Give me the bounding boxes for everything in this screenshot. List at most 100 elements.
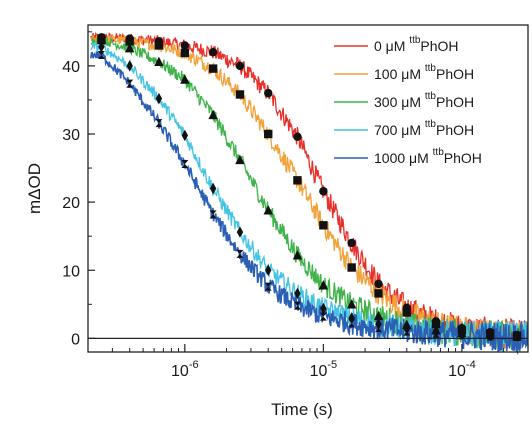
data-point-3-1 xyxy=(96,34,107,45)
data-point-4-8 xyxy=(294,287,301,300)
data-point-2-9 xyxy=(319,221,328,230)
legend-compound: PhOH xyxy=(436,66,474,82)
legend-superscript: ttb xyxy=(425,63,437,74)
x-tick-label-1: 10-6 xyxy=(171,359,199,380)
legend-compound: PhOH xyxy=(436,122,474,138)
data-point-3-9 xyxy=(318,280,329,290)
data-point-2-8 xyxy=(293,176,302,185)
plot-frame xyxy=(87,24,529,353)
y-tick-label-5: 40 xyxy=(62,59,80,76)
x-tick-label-2: 10-5 xyxy=(310,359,338,380)
data-point-5-5 xyxy=(209,210,217,219)
data-point-4-1 xyxy=(98,41,105,53)
data-point-3-3 xyxy=(154,56,164,66)
legend-superscript: ttb xyxy=(409,35,421,46)
data-point-5-6 xyxy=(236,249,244,258)
data-point-5-13 xyxy=(432,329,440,338)
data-point-4-4 xyxy=(181,129,189,142)
data-point-4-2 xyxy=(126,60,133,72)
data-point-5-12 xyxy=(403,327,411,336)
data-point-3-5 xyxy=(208,109,218,120)
data-point-4-3 xyxy=(155,92,163,105)
data-point-5-2 xyxy=(126,79,134,88)
data-point-3-4 xyxy=(180,74,190,84)
legend-label-3: 300 μM ttbPhOH xyxy=(374,91,474,110)
data-point-3-6 xyxy=(235,154,245,165)
legend-concentration: 300 μM xyxy=(374,94,425,110)
data-point-5-10 xyxy=(348,319,356,328)
data-point-2-13 xyxy=(431,319,441,329)
data-point-4-5 xyxy=(209,182,217,195)
x-tick-label-3: 10-4 xyxy=(448,359,476,380)
y-axis-title: mΔOD xyxy=(25,163,44,214)
data-point-5-3 xyxy=(155,119,163,128)
data-point-1-11 xyxy=(374,279,383,289)
data-point-3-10 xyxy=(346,299,357,309)
data-point-1-10 xyxy=(347,238,356,248)
legend-label-2: 100 μM ttbPhOH xyxy=(374,63,474,82)
legend-label-5: 1000 μM ttbPhOH xyxy=(374,147,482,166)
y-tick-label-3: 20 xyxy=(62,195,80,212)
legend-compound: PhOH xyxy=(420,38,458,54)
data-point-2-7 xyxy=(264,129,273,139)
data-point-4-9 xyxy=(320,302,327,315)
data-point-2-3 xyxy=(154,41,164,50)
x-tick-base: 10 xyxy=(448,363,466,380)
data-point-1-7 xyxy=(264,88,273,98)
data-point-3-8 xyxy=(292,250,303,260)
data-point-5-1 xyxy=(97,50,105,59)
legend-superscript: ttb xyxy=(433,147,445,158)
plot-area xyxy=(88,31,529,356)
data-point-5-4 xyxy=(181,159,189,168)
x-tick-exponent: -5 xyxy=(327,359,337,371)
data-point-1-8 xyxy=(293,132,302,141)
data-point-2-2 xyxy=(125,37,134,46)
y-tick-label-1: 0 xyxy=(71,331,80,348)
data-point-5-7 xyxy=(264,282,272,291)
data-point-4-11 xyxy=(375,318,382,330)
data-point-1-9 xyxy=(319,187,328,196)
data-point-5-8 xyxy=(293,301,301,310)
trace-5 xyxy=(90,50,529,356)
data-point-4-7 xyxy=(265,264,272,276)
data-point-2-10 xyxy=(347,263,356,272)
x-tick-exponent: -4 xyxy=(466,359,476,371)
y-tick-label-4: 30 xyxy=(62,127,80,144)
legend-superscript: ttb xyxy=(425,119,437,130)
data-point-2-5 xyxy=(208,64,218,73)
legend-label-1: 0 μM ttbPhOH xyxy=(374,35,459,54)
legend-superscript: ttb xyxy=(425,91,437,102)
legend-label-4: 700 μM ttbPhOH xyxy=(374,119,474,138)
legend-concentration: 100 μM xyxy=(374,66,425,82)
data-point-5-14 xyxy=(458,330,466,339)
data-point-3-11 xyxy=(373,310,384,321)
data-point-5-9 xyxy=(319,312,327,321)
data-point-4-6 xyxy=(236,226,244,238)
data-point-2-12 xyxy=(402,308,411,317)
data-point-2-11 xyxy=(374,289,383,298)
y-tick-label-2: 10 xyxy=(62,263,80,280)
data-point-1-6 xyxy=(235,61,245,71)
legend-compound: PhOH xyxy=(444,150,482,166)
legend-concentration: 700 μM xyxy=(374,122,425,138)
data-point-2-4 xyxy=(180,48,190,58)
data-point-5-16 xyxy=(513,333,521,342)
data-point-5-11 xyxy=(374,324,382,333)
legend-concentration: 1000 μM xyxy=(374,150,433,166)
x-axis-title: Time (s) xyxy=(271,400,333,419)
x-tick-exponent: -6 xyxy=(189,359,199,371)
legend-compound: PhOH xyxy=(436,94,474,110)
data-point-2-6 xyxy=(235,90,245,99)
data-point-1-4 xyxy=(180,41,190,50)
trace-3 xyxy=(90,34,529,351)
legend-concentration: 0 μM xyxy=(374,38,409,54)
data-point-3-7 xyxy=(263,205,273,215)
data-point-3-2 xyxy=(125,42,135,53)
x-tick-base: 10 xyxy=(171,363,189,380)
data-point-5-15 xyxy=(486,332,494,341)
data-point-1-5 xyxy=(208,48,218,57)
x-tick-base: 10 xyxy=(310,363,328,380)
